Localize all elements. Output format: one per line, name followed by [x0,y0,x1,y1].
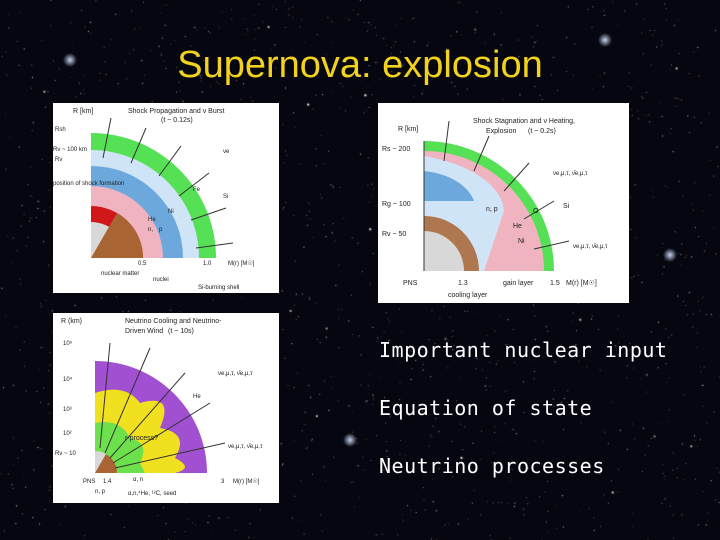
p-label: p [159,227,163,233]
mass-1-4: 1.4 [103,479,112,485]
r-axis-label: R (km) [61,318,82,325]
r-1e5-label: 10⁵ [63,340,73,347]
rv-10-label: Rν ~ 10 [55,451,77,457]
he-label: He [193,394,201,400]
nu-bottom-label: νe,μ,τ, ν̄e,μ,τ [573,244,608,250]
mass-1-3: 1.3 [458,280,468,287]
r-axis-label: R [km] [73,108,93,115]
mass-axis-label: M(r) [M☉] [233,478,260,485]
panel-title: Shock Stagnation and ν Heating, [473,118,575,125]
ni-label: Ni [168,209,174,215]
r-1e2-label: 10² [63,431,72,437]
shock-propagation-diagram: R [km] Shock Propagation and ν Burst (t … [53,103,279,293]
panel-time: (t ~ 10s) [168,328,194,335]
rv-50-label: Rν ~ 50 [382,231,406,238]
he-label: He [513,223,522,230]
si-label: Si [223,194,228,200]
pns-label: PNS [83,479,95,485]
mass-1-0: 1.0 [203,261,212,267]
mass-3: 3 [221,479,225,485]
pns-wedge [95,454,117,473]
r-axis-label: R [km] [398,126,418,133]
si-shell-label: Si-burning shell [198,285,239,291]
nu-bottom-label: νe,μ,τ, ν̄e,μ,τ [228,444,263,450]
dense-matter-wedge [91,213,143,258]
panel-subtitle: Explosion [486,128,516,135]
si-label: Si [563,203,570,210]
cooling-layer-label: cooling layer [448,292,488,299]
nuclear-matter-label: nuclear matter [101,271,139,277]
r-1e4-label: 10⁴ [63,376,73,383]
seed-label: α,n,⁴He, ¹²C, seed [128,490,176,497]
r-1e3-label: 10³ [63,407,72,413]
mass-axis-label: M(r) [M☉] [228,260,255,267]
he-label: He [148,217,156,223]
rsh-label: Rsh [55,127,66,133]
nuclei-label: nuclei [153,277,169,283]
bullet-item: Equation of state [379,396,593,420]
panel-title: Neutrino Cooling and Neutrino- [125,318,222,325]
nu-top-label: νe,μ,τ, ν̄e,μ,τ [218,371,253,377]
rv-label: Rν ~ 100 km [53,147,87,153]
nu-top-label: νe,μ,τ, ν̄e,μ,τ [553,171,588,177]
mass-0-5: 0.5 [138,261,147,267]
fe-label: Fe [193,187,201,193]
panel-time: (t ~ 0.12s) [161,117,193,124]
alpha-n-label: α, n [133,477,143,483]
slide-title: Supernova: explosion [177,44,543,86]
neutrino-cooling-diagram: R (km) Neutrino Cooling and Neutrino- Dr… [53,313,279,503]
gain-layer-label: gain layer [503,280,534,287]
pns-label: PNS [403,280,418,287]
ni-label: Ni [518,238,525,245]
panel-title: Shock Propagation and ν Burst [128,108,225,115]
np-label: n, p [95,489,106,495]
mass-axis-label: M(r) [M☉] [566,279,597,287]
rg-100-label: Rg ~ 100 [382,201,411,208]
np-label: n, [148,227,153,233]
o-label: O [533,208,539,215]
mass-1-5: 1.5 [550,280,560,287]
panel-title-line2: Driven Wind [125,328,163,335]
formation-label: position of shock formation [53,181,124,187]
bullet-item: Neutrino processes [379,454,605,478]
bullet-item: Important nuclear input [379,338,668,362]
np-label: n, p [486,206,498,213]
shock-region [424,171,474,201]
nu-label: νe [223,149,230,155]
rs-label: Rν [55,157,62,163]
panel-time: (t ~ 0.2s) [528,128,556,135]
bullet-list: Important nuclear input Equation of stat… [379,338,667,512]
rs-200-label: Rs ~ 200 [382,146,410,153]
r-process-label: r-process? [125,435,158,442]
shock-stagnation-diagram: R [km] Shock Stagnation and ν Heating, E… [378,103,629,303]
